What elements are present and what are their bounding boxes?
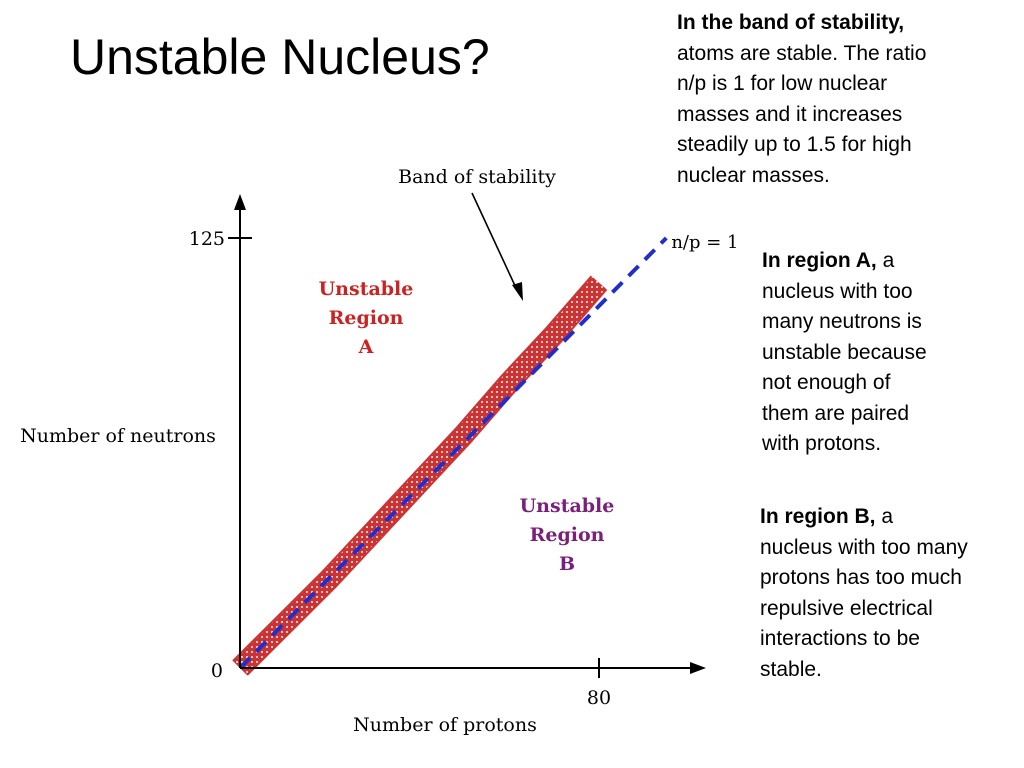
y-tick-label: 125 (189, 228, 225, 250)
region-b-note-line: a (875, 505, 894, 528)
region-a-note-line: nucleus with too (762, 279, 913, 303)
band-note-line: atoms are stable. The ratio (677, 41, 927, 65)
callout-arrow-line (471, 192, 518, 291)
page-title: Unstable Nucleus? (70, 29, 490, 85)
band-note-line: steadily up to 1.5 for high (677, 133, 912, 156)
region-b-note: In region B, a nucleus with too many pro… (760, 502, 1022, 685)
band-of-stability-note: In the band of stability, atoms are stab… (677, 8, 997, 191)
region-a-note-line: them are paired (762, 401, 910, 425)
x-tick-label: 0 (211, 660, 223, 682)
band-of-stability-hatch (233, 276, 606, 675)
region-a-note-line: with protons. (762, 432, 882, 455)
band-note-line: n/p is 1 for low nuclear (677, 72, 888, 95)
region-a-note-line: a (876, 249, 895, 272)
x-axis-arrow-icon (690, 662, 706, 674)
band-note-line: masses and it increases (677, 102, 903, 126)
region-b-note-heading: In region B, (760, 505, 876, 528)
callout-arrow-head-icon (512, 282, 523, 301)
x-tick-label: 80 (587, 687, 611, 709)
stability-chart: n/p = 1 125 0 80 Number of protons Number of … (20, 166, 738, 736)
region-b-note-line: stable. (760, 657, 822, 681)
region-a-label: A (358, 336, 374, 358)
region-b-label: Region (530, 524, 605, 546)
np-equals-one-line (238, 236, 668, 670)
region-b-note-line: interactions to be (760, 627, 920, 650)
band-note-line: nuclear masses. (677, 163, 830, 187)
y-axis-arrow-icon (234, 194, 246, 210)
region-b-note-line: repulsive electrical (760, 596, 933, 620)
region-b-note-line: nucleus with too many (760, 535, 968, 559)
band-of-stability-callout: Band of stability (398, 166, 556, 188)
x-axis-label: Number of protons (353, 714, 537, 736)
region-b-note-line: protons has too much (760, 566, 962, 589)
region-b-label: B (559, 553, 575, 575)
region-a-note-line: not enough of (762, 371, 891, 394)
region-a-label: Unstable (319, 278, 414, 300)
region-a-note-line: many neutrons is (762, 310, 922, 333)
region-a-label: Region (329, 307, 404, 329)
region-b-label: Unstable (520, 495, 615, 517)
band-note-heading: In the band of stability, (677, 11, 905, 34)
region-a-note-line: unstable because (762, 340, 927, 364)
np-equals-one-label: n/p = 1 (671, 232, 738, 253)
region-a-note-heading: In region A, (762, 249, 877, 272)
y-axis-label: Number of neutrons (20, 425, 216, 447)
region-a-note: In region A, a nucleus with too many neu… (762, 246, 997, 460)
